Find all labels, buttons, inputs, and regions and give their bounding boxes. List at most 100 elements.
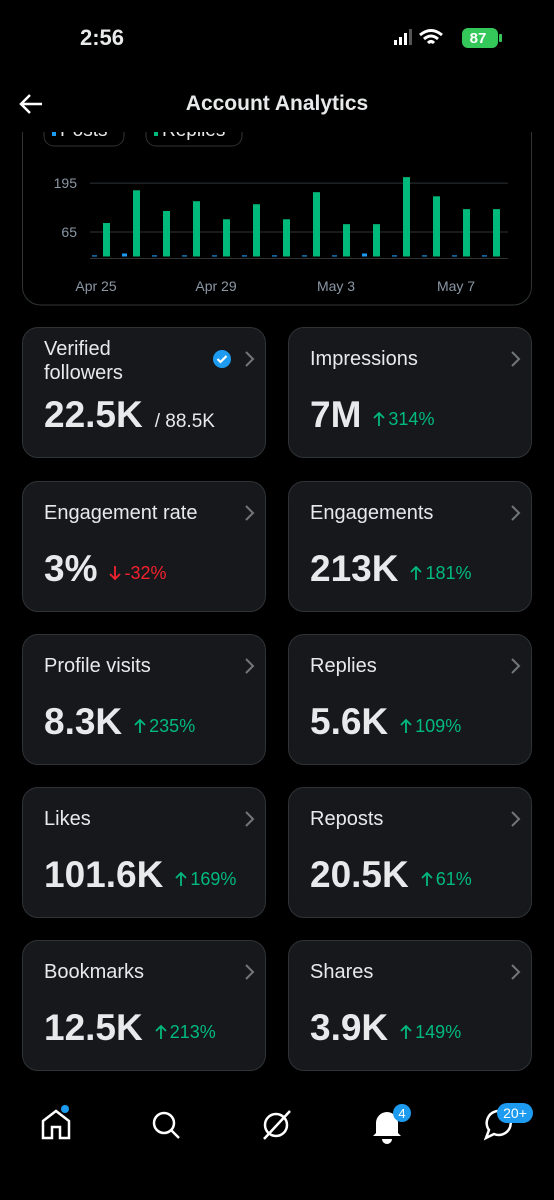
- change-value: -32%: [124, 562, 167, 583]
- chevron: [509, 810, 521, 833]
- metric-card[interactable]: Replies 5.6K 109%: [288, 634, 532, 765]
- metric-label: Verified followers: [44, 338, 123, 384]
- change-value: 61%: [435, 868, 472, 889]
- messages-badge: 20+: [503, 1105, 527, 1121]
- change-arrow: [155, 1024, 167, 1040]
- change-value: 169%: [190, 868, 237, 889]
- metric-total-value: 88.5K: [165, 411, 215, 432]
- metric-total: / 88.5K: [154, 411, 215, 432]
- metric-value-row: 12.5K 213%: [44, 1007, 216, 1049]
- bar: [392, 255, 397, 257]
- bar: [92, 255, 97, 257]
- bar: [362, 253, 367, 257]
- metric-value-row: 22.5K / 88.5K: [44, 394, 215, 436]
- top-bar: 2:56 87 Account Analytics: [0, 0, 554, 132]
- metric-label: Bookmarks: [44, 961, 145, 983]
- metric-label: Profile visits: [44, 655, 151, 677]
- change-arrow: [175, 871, 187, 887]
- metric-change: -32%: [109, 562, 167, 584]
- chevron: [243, 963, 255, 986]
- bar: [493, 209, 500, 257]
- metric-label: Replies: [310, 655, 377, 677]
- bar: [193, 201, 200, 257]
- chevron: [509, 350, 521, 373]
- change-value: 109%: [415, 715, 462, 736]
- y-tick-label: 65: [61, 224, 77, 240]
- metric-label: Likes: [44, 808, 91, 830]
- x-tick-label: May 3: [317, 278, 355, 294]
- metric-card[interactable]: Verified followers 22.5K / 88.5K: [22, 327, 266, 458]
- status-icons: 87: [394, 28, 502, 48]
- metric-card[interactable]: Bookmarks 12.5K 213%: [22, 940, 266, 1071]
- metric-card[interactable]: Profile visits 8.3K 235%: [22, 634, 266, 765]
- metric-card[interactable]: Impressions 7M 314%: [288, 327, 532, 458]
- bottom-nav: 4 20+: [41, 1103, 533, 1144]
- bar: [272, 255, 277, 257]
- grok-tab[interactable]: [263, 1110, 291, 1140]
- x-tick-label: Apr 25: [75, 278, 116, 294]
- change-arrow: [421, 871, 433, 887]
- change-value: 213%: [169, 1021, 216, 1042]
- x-tick-label: May 7: [437, 278, 475, 294]
- bar: [133, 190, 140, 257]
- change-arrow: [109, 565, 122, 581]
- metric-card[interactable]: Reposts 20.5K 61%: [288, 787, 532, 918]
- change-arrow: [400, 1024, 412, 1040]
- bar: [122, 253, 127, 257]
- metric-value: 7M: [310, 394, 362, 435]
- metric-value: 8.3K: [44, 701, 123, 742]
- chevron: [509, 657, 521, 680]
- change-arrow: [373, 411, 386, 427]
- metric-value: 213K: [310, 548, 399, 589]
- back-button[interactable]: [18, 92, 44, 116]
- metric-card[interactable]: Shares 3.9K 149%: [288, 940, 532, 1071]
- bar: [482, 255, 487, 257]
- bar: [223, 219, 230, 257]
- metric-value-row: 5.6K 109%: [310, 701, 461, 743]
- home-tab[interactable]: [41, 1105, 71, 1140]
- metric-change: 235%: [134, 716, 195, 737]
- change-arrow: [410, 565, 423, 581]
- metric-label: Engagement rate: [44, 502, 198, 524]
- metric-value: 12.5K: [44, 1007, 143, 1048]
- bar: [332, 255, 337, 257]
- metric-value-row: 7M 314%: [310, 394, 434, 436]
- change-value: 235%: [149, 715, 196, 736]
- metric-value-row: 213K 181%: [310, 548, 472, 590]
- messages-tab[interactable]: 20+: [483, 1103, 533, 1141]
- change-value: 314%: [388, 408, 435, 429]
- metric-change: 181%: [410, 562, 472, 584]
- notifications-badge: 4: [398, 1106, 405, 1121]
- metric-change: 213%: [155, 1022, 216, 1043]
- metric-card[interactable]: Likes 101.6K 169%: [22, 787, 266, 918]
- notifications-tab[interactable]: 4: [373, 1104, 411, 1144]
- change-arrow: [400, 718, 412, 734]
- metric-value: 101.6K: [44, 854, 164, 895]
- metric-label: Shares: [310, 961, 374, 983]
- metric-change: 169%: [175, 869, 236, 890]
- bar: [302, 255, 307, 257]
- chevron: [243, 504, 255, 527]
- metric-value-row: 20.5K 61%: [310, 854, 472, 896]
- chevron: [509, 963, 521, 986]
- metric-card[interactable]: Engagements 213K 181%: [288, 481, 532, 612]
- metric-value: 3%: [44, 548, 98, 589]
- bar: [182, 255, 187, 257]
- metric-value-row: 3% -32%: [44, 548, 167, 590]
- clock: 2:56: [80, 25, 125, 50]
- verified-icon: [212, 349, 232, 374]
- change-value: 181%: [425, 562, 472, 583]
- metric-card[interactable]: Engagement rate 3% -32%: [22, 481, 266, 612]
- change-value: 149%: [415, 1021, 462, 1042]
- metric-value: 3.9K: [310, 1007, 389, 1048]
- bar: [463, 209, 470, 257]
- metric-change: 109%: [400, 716, 461, 737]
- metric-value-row: 8.3K 235%: [44, 701, 195, 743]
- chevron: [243, 810, 255, 833]
- bar: [212, 255, 217, 257]
- search-tab[interactable]: [152, 1111, 180, 1139]
- metric-value: 20.5K: [310, 854, 409, 895]
- bar: [253, 204, 260, 257]
- metric-change: 149%: [400, 1022, 461, 1043]
- y-tick-label: 195: [54, 175, 78, 191]
